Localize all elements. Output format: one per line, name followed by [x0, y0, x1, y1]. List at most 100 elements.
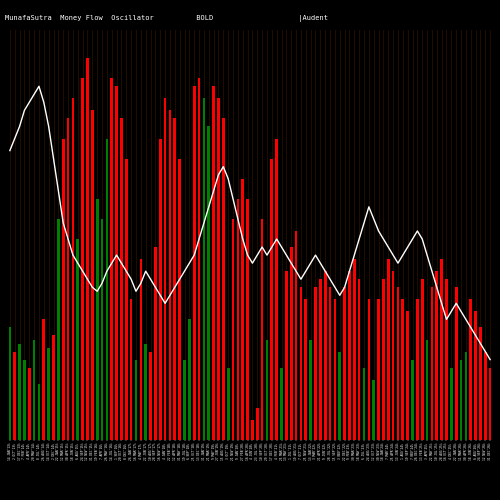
Bar [310, 340, 312, 440]
Bar [314, 288, 317, 440]
Bar [66, 118, 70, 440]
Bar [217, 98, 220, 440]
Bar [348, 271, 351, 440]
Bar [38, 384, 40, 440]
Bar [183, 360, 186, 440]
Bar [387, 259, 390, 440]
Bar [362, 368, 366, 440]
Bar [28, 368, 30, 440]
Bar [484, 352, 486, 440]
Bar [174, 118, 176, 440]
Bar [416, 300, 418, 440]
Bar [14, 352, 16, 440]
Bar [270, 158, 273, 440]
Bar [455, 288, 458, 440]
Bar [154, 247, 156, 440]
Bar [445, 279, 448, 440]
Bar [18, 344, 21, 440]
Bar [479, 328, 482, 440]
Bar [48, 348, 50, 440]
Bar [344, 288, 346, 440]
Bar [212, 86, 215, 440]
Bar [450, 368, 452, 440]
Bar [52, 336, 55, 440]
Bar [353, 259, 356, 440]
Bar [222, 118, 224, 440]
Bar [106, 138, 108, 440]
Bar [120, 118, 123, 440]
Bar [130, 300, 132, 440]
Bar [421, 279, 424, 440]
Bar [396, 288, 400, 440]
Bar [406, 312, 409, 440]
Bar [334, 300, 336, 440]
Bar [159, 138, 162, 440]
Bar [382, 279, 384, 440]
Bar [193, 86, 196, 440]
Bar [72, 98, 74, 440]
Bar [276, 138, 278, 440]
Bar [470, 300, 472, 440]
Bar [392, 271, 394, 440]
Bar [474, 312, 477, 440]
Bar [285, 271, 288, 440]
Bar [460, 360, 462, 440]
Bar [489, 368, 492, 440]
Bar [236, 199, 239, 440]
Bar [86, 58, 89, 440]
Bar [368, 300, 370, 440]
Bar [110, 78, 113, 440]
Bar [426, 340, 428, 440]
Bar [232, 219, 234, 440]
Bar [125, 158, 128, 440]
Bar [256, 408, 258, 440]
Bar [149, 352, 152, 440]
Bar [208, 126, 210, 440]
Bar [402, 300, 404, 440]
Bar [261, 219, 264, 440]
Bar [8, 328, 11, 440]
Bar [304, 300, 307, 440]
Bar [242, 178, 244, 440]
Bar [246, 199, 249, 440]
Bar [358, 279, 360, 440]
Bar [328, 288, 332, 440]
Bar [62, 138, 64, 440]
Bar [430, 288, 434, 440]
Bar [411, 360, 414, 440]
Bar [115, 86, 118, 440]
Bar [100, 219, 103, 440]
Bar [295, 231, 298, 440]
Bar [440, 259, 443, 440]
Bar [178, 158, 181, 440]
Bar [436, 271, 438, 440]
Bar [202, 98, 205, 440]
Text: MunafaSutra  Money Flow  Oscillator          BOLD                    |Audent: MunafaSutra Money Flow Oscillator BOLD |… [5, 15, 328, 22]
Bar [57, 219, 59, 440]
Bar [76, 239, 79, 440]
Bar [96, 199, 98, 440]
Bar [33, 340, 35, 440]
Bar [319, 279, 322, 440]
Bar [338, 352, 341, 440]
Bar [251, 420, 254, 440]
Bar [198, 78, 200, 440]
Bar [300, 288, 302, 440]
Bar [227, 368, 230, 440]
Bar [140, 259, 142, 440]
Bar [164, 98, 166, 440]
Bar [372, 380, 375, 440]
Bar [188, 320, 190, 440]
Bar [377, 300, 380, 440]
Bar [280, 368, 283, 440]
Bar [168, 110, 172, 440]
Bar [290, 247, 292, 440]
Bar [134, 360, 138, 440]
Bar [266, 340, 268, 440]
Bar [144, 344, 147, 440]
Bar [82, 78, 84, 440]
Bar [42, 320, 45, 440]
Bar [464, 352, 467, 440]
Bar [91, 110, 94, 440]
Bar [23, 360, 26, 440]
